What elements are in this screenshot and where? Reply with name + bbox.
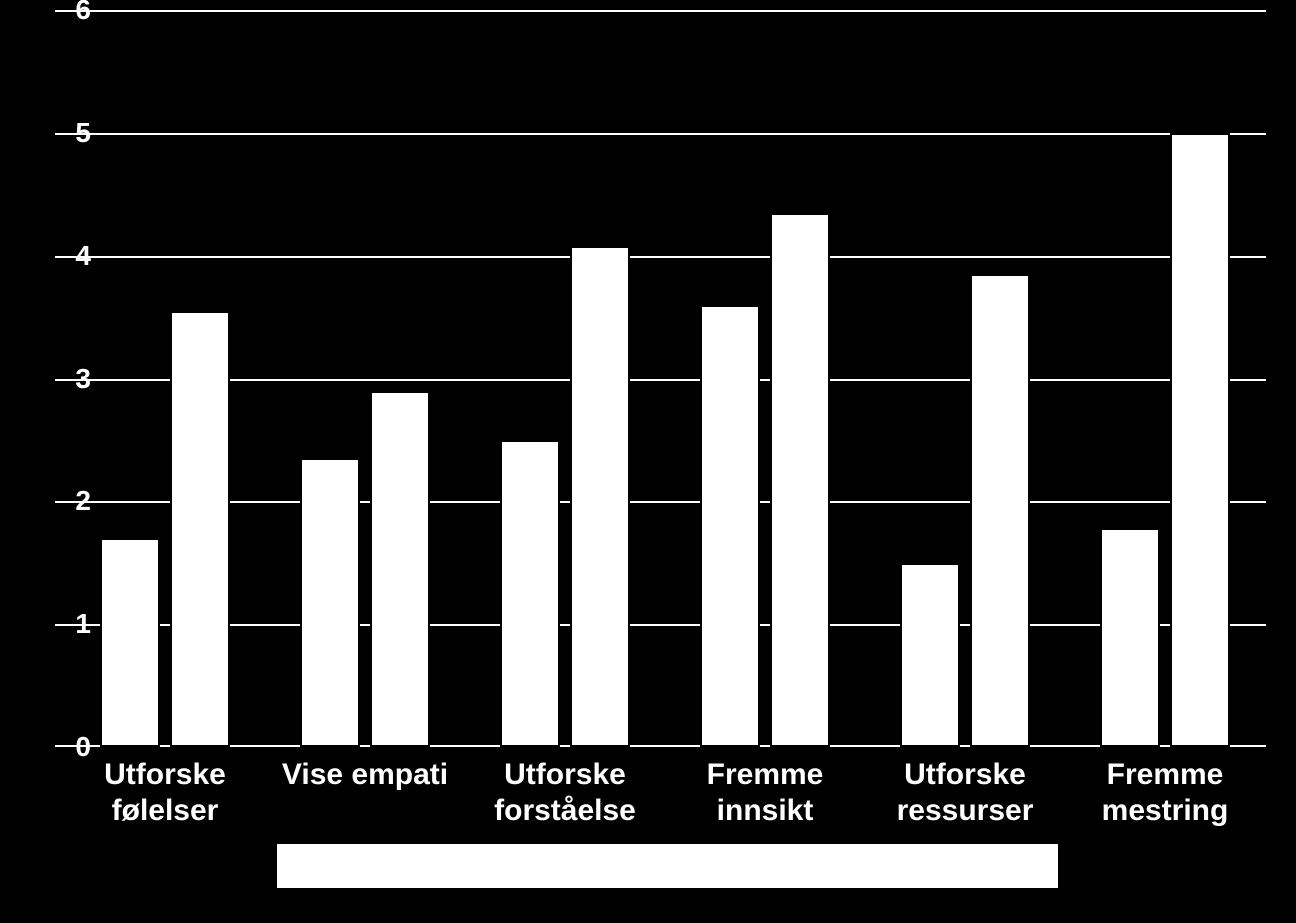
x-label-2: Utforske forståelse [465, 757, 665, 829]
x-label-0: Utforske følelser [65, 757, 265, 829]
bar-4-0 [900, 563, 960, 747]
bar-group-1 [300, 10, 430, 747]
bar-group-4 [900, 10, 1030, 747]
bar-3-0 [700, 305, 760, 747]
bar-3-1 [770, 213, 830, 747]
x-label-3: Fremme innsikt [665, 757, 865, 829]
bars-area [55, 10, 1266, 747]
bar-1-1 [370, 391, 430, 747]
bar-2-1 [570, 246, 630, 747]
bar-group-5 [1100, 10, 1230, 747]
bar-group-0 [100, 10, 230, 747]
x-label-4: Utforske ressurser [865, 757, 1065, 829]
bar-5-1 [1170, 133, 1230, 747]
bar-0-0 [100, 538, 160, 747]
legend-box [275, 842, 1060, 890]
bar-group-2 [500, 10, 630, 747]
x-label-5: Fremme mestring [1065, 757, 1265, 829]
plot-area: 6 5 4 3 2 1 0 [50, 10, 1266, 747]
bar-0-1 [170, 311, 230, 747]
x-label-1: Vise empati [265, 757, 465, 793]
bar-5-0 [1100, 528, 1160, 747]
bar-4-1 [970, 274, 1030, 747]
bar-2-0 [500, 440, 560, 747]
bar-1-0 [300, 458, 360, 747]
bar-group-3 [700, 10, 830, 747]
chart-container: 6 5 4 3 2 1 0 [50, 10, 1266, 913]
